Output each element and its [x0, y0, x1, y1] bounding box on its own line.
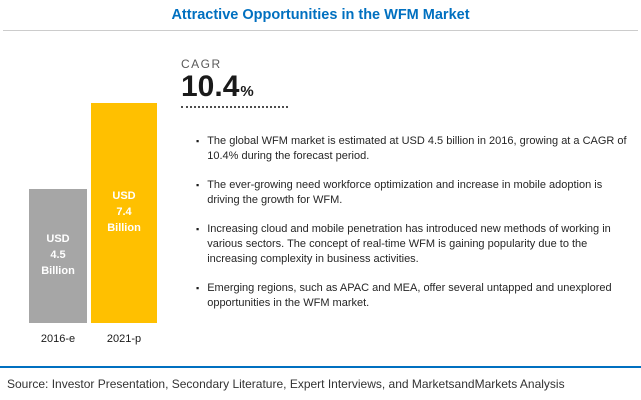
bullet-text: The ever-growing need workforce optimiza…	[207, 178, 603, 207]
bar-group-2021: USD 7.4 Billion 2021-p	[91, 103, 157, 345]
chart-bar: USD 4.5 Billion	[29, 189, 87, 323]
bullet-text: Emerging regions, such as APAC and MEA, …	[207, 281, 612, 310]
bullet-square-icon: ▪	[196, 136, 200, 146]
title-divider	[3, 30, 638, 31]
bar-chart: USD 4.5 Billion 2016-e USD 7.4 Billion 2…	[29, 103, 157, 345]
cagr-value: 10.4	[181, 70, 240, 103]
insight-list: ▪ The global WFM market is estimated at …	[196, 134, 634, 325]
bullet-text: The global WFM market is estimated at US…	[207, 135, 627, 163]
bar-value-label: USD 7.4 Billion	[107, 190, 141, 234]
bullet-square-icon: ▪	[196, 179, 200, 190]
dotted-divider	[181, 106, 288, 108]
source-note: Source: Investor Presentation, Secondary…	[7, 377, 565, 391]
cagr-annotation: CAGR 10.4%	[181, 57, 288, 108]
chart-bar: USD 7.4 Billion	[91, 103, 157, 323]
bar-value-label: USD 4.5 Billion	[41, 233, 75, 277]
bar-group-2016: USD 4.5 Billion 2016-e	[29, 189, 87, 345]
cagr-value-row: 10.4%	[181, 72, 288, 102]
bullet-text: Increasing cloud and mobile penetration …	[207, 222, 611, 266]
list-item: ▪ Increasing cloud and mobile penetratio…	[196, 222, 634, 268]
list-item: ▪ The ever-growing need workforce optimi…	[196, 178, 634, 209]
list-item: ▪ Emerging regions, such as APAC and MEA…	[196, 281, 634, 312]
cagr-unit: %	[240, 83, 254, 100]
bullet-square-icon: ▪	[196, 282, 200, 293]
list-item: ▪ The global WFM market is estimated at …	[196, 134, 634, 165]
bullet-square-icon: ▪	[196, 223, 200, 234]
cagr-label: CAGR	[181, 57, 222, 71]
footer-accent-line	[0, 366, 641, 368]
axis-label-2021: 2021-p	[106, 333, 142, 345]
page-title: Attractive Opportunities in the WFM Mark…	[171, 7, 470, 23]
axis-label-2016: 2016-e	[40, 333, 76, 345]
